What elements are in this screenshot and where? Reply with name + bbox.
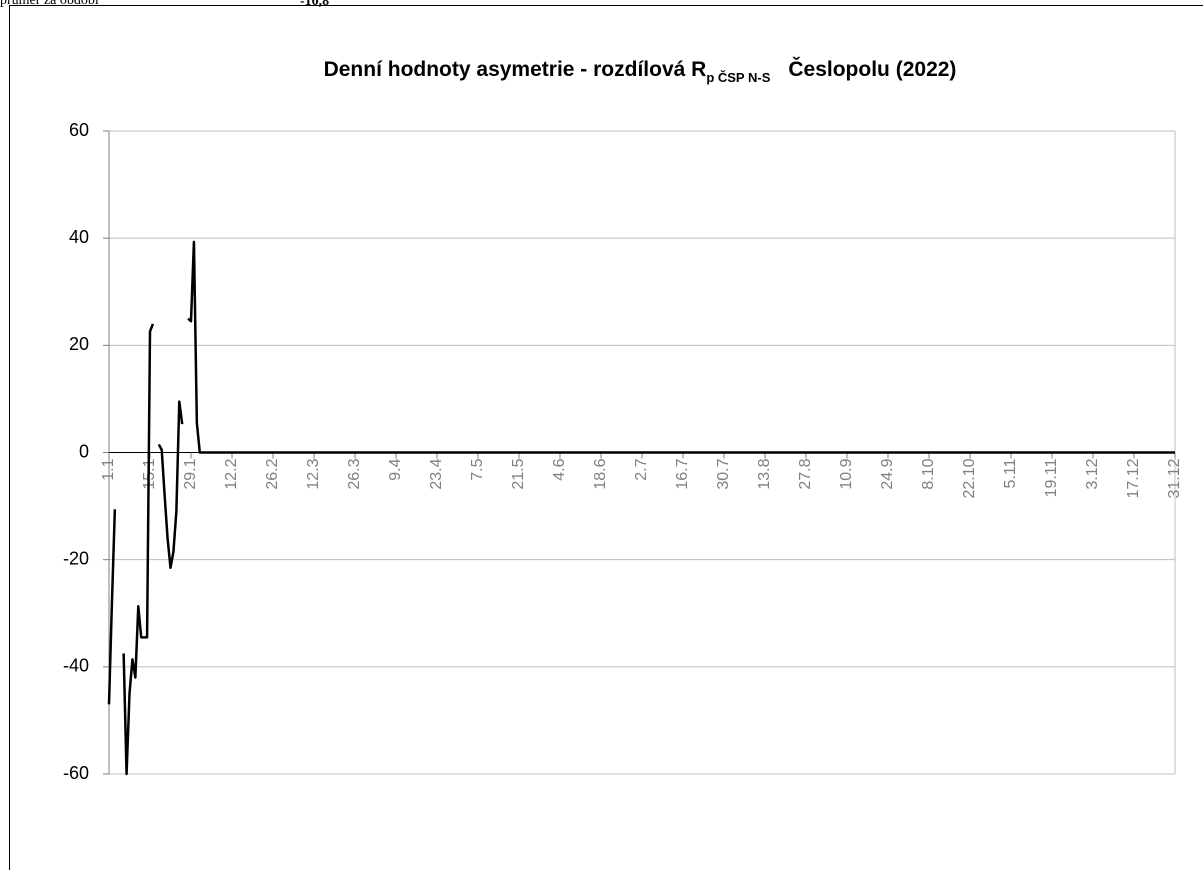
x-tick-label: 10.9 — [838, 458, 855, 489]
y-tick-label: 60 — [69, 120, 89, 140]
chart-border — [9, 5, 1203, 870]
x-tick-label: 26.3 — [346, 458, 363, 489]
y-tick-label: 40 — [69, 227, 89, 247]
x-tick-label: 7.5 — [469, 458, 486, 480]
x-tick-label: 8.10 — [920, 458, 937, 489]
y-tick-label: -20 — [63, 548, 89, 568]
x-tick-label: 23.4 — [428, 458, 445, 489]
x-tick-label: 22.10 — [961, 458, 978, 498]
x-tick-label: 29.1 — [182, 458, 199, 489]
x-tick-label: 16.7 — [674, 458, 691, 489]
x-tick-label: 9.4 — [387, 458, 404, 480]
data-line — [107, 240, 1175, 776]
x-tick-label: 26.2 — [264, 458, 281, 489]
x-tick-label: 24.9 — [879, 458, 896, 489]
x-tick-label: 12.2 — [223, 458, 240, 489]
y-tick-label: 20 — [69, 334, 89, 354]
x-tick-label: 12.3 — [305, 458, 322, 489]
x-tick-label: 27.8 — [797, 458, 814, 489]
y-tick-label: -60 — [63, 763, 89, 783]
x-tick-label: 18.6 — [592, 458, 609, 489]
x-tick-label: 19.11 — [1043, 458, 1060, 497]
y-tick-label: 0 — [79, 441, 89, 461]
x-tick-label: 17.12 — [1125, 458, 1142, 498]
x-tick-label: 21.5 — [510, 458, 527, 489]
header-label: průměr za období — [0, 0, 99, 8]
x-tick-label: 1.1 — [100, 458, 117, 480]
y-tick-label: -40 — [63, 656, 89, 676]
x-tick-label: 13.8 — [756, 458, 773, 489]
chart-title: Denní hodnoty asymetrie - rozdílová Rp Č… — [324, 57, 957, 85]
title-main: Denní hodnoty asymetrie - rozdílová R — [324, 58, 707, 81]
x-tick-label: 4.6 — [551, 458, 568, 480]
header-value: -10,8 — [300, 0, 329, 9]
x-tick-label: 30.7 — [715, 458, 732, 489]
x-tick-label: 3.12 — [1084, 458, 1101, 489]
x-tick-label: 5.11 — [1002, 458, 1019, 488]
x-tick-label: 2.7 — [633, 458, 650, 480]
title-subscript: p ČSP N-S — [706, 70, 770, 85]
title-suffix: Česlopolu (2022) — [788, 57, 956, 81]
x-tick-label: 31.12 — [1166, 458, 1183, 498]
